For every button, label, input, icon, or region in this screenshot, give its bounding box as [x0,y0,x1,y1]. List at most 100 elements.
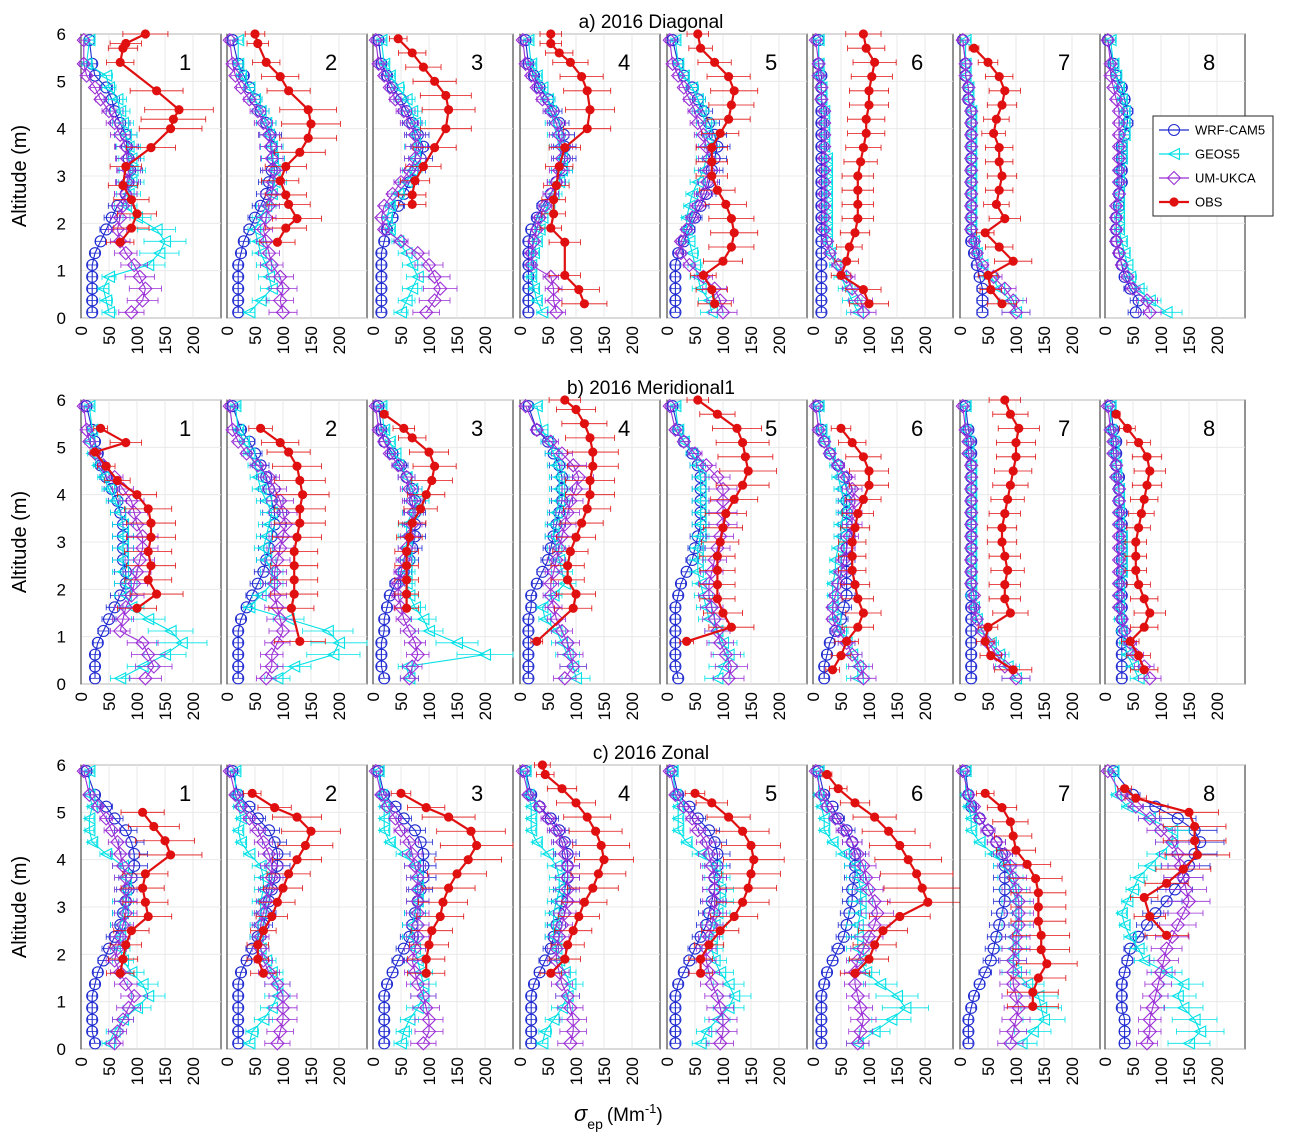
um-marker [1108,198,1124,214]
geos-marker [231,57,245,71]
obs-marker [841,256,852,266]
um-marker [250,103,266,119]
um-marker [816,115,832,131]
obs-marker [994,157,1004,167]
geos-marker [113,671,127,685]
um-marker [961,80,976,95]
obs-marker [427,475,437,486]
wrf-marker [86,306,99,319]
obs-marker [289,575,299,585]
um-marker [690,115,706,131]
um-marker [1114,257,1130,273]
y-tick-label: 3 [57,167,66,186]
obs-marker [560,237,570,247]
x-tick-label: 50 [100,692,119,711]
panel: 0 50 100 150 200 2 [218,29,368,354]
um-marker [371,56,386,72]
obs-marker [292,461,302,471]
um-marker [396,611,412,627]
um-marker [119,174,135,190]
obs-marker [715,537,725,547]
wrf-marker [522,613,535,626]
um-marker [963,198,979,214]
obs-marker [401,603,412,613]
um-marker [816,139,832,154]
obs-marker [118,180,128,191]
x-tick-label: 100 [128,326,147,354]
panel-number: 6 [911,50,923,75]
um-marker [811,68,826,83]
x-tick-label: 0 [658,692,677,701]
um-marker [698,458,714,473]
x-tick-label: 0 [804,326,823,335]
wrf-marker [234,613,248,626]
um-marker [704,600,720,615]
um-marker [118,245,134,261]
x-tick-label: 100 [274,326,293,354]
geos-marker [811,33,825,47]
obs-marker [132,490,142,500]
geos-marker [679,223,693,236]
geos-marker [691,541,704,555]
um-marker [1106,80,1121,95]
obs-marker [997,299,1007,309]
um-marker [101,103,117,119]
geos-marker [102,270,116,284]
um-marker [368,398,384,414]
x-tick-label: 0 [511,326,530,335]
obs-marker [399,423,409,433]
obs-marker [988,128,999,138]
obs-marker [168,114,178,124]
panel: 0 50 100 150 200 3 [364,398,514,720]
obs-marker [401,589,412,599]
um-marker [382,446,398,461]
um-marker [124,588,139,603]
um-marker [724,659,739,674]
x-tick-label: 0 [364,692,383,701]
um-marker [1111,163,1127,178]
geos-marker [394,305,408,319]
obs-marker [250,29,260,39]
um-marker [407,635,423,651]
y-tick-label: 2 [57,580,66,599]
um-marker [404,493,420,509]
um-marker [963,186,979,202]
um-marker [712,293,728,308]
geos-marker [530,69,543,83]
geos-marker [693,506,707,520]
um-marker [546,564,561,580]
obs-marker [548,209,559,219]
um-marker [557,517,573,532]
obs-marker [404,532,414,542]
x-tick-label: 50 [392,326,411,345]
obs-marker [585,433,595,443]
x-tick-label: 50 [686,326,705,345]
x-tick-label: 200 [623,326,642,354]
obs-marker [393,34,403,44]
um-marker [819,234,835,249]
wrf-marker [378,613,391,626]
obs-marker [861,43,871,53]
wrf-marker [232,294,245,307]
obs-marker [275,437,285,448]
obs-marker [554,161,564,172]
obs-marker [424,447,434,457]
um-marker [1125,281,1141,296]
x-tick-label: 0 [72,692,91,701]
geos-marker [242,305,256,319]
obs-marker [295,636,305,647]
geos-marker [546,589,560,602]
obs-marker [867,72,877,82]
geos-marker [668,33,682,47]
um-marker [557,671,573,686]
obs-marker [588,461,598,471]
x-tick-label: 150 [1035,326,1054,354]
um-marker [399,469,414,485]
um-marker [110,222,125,237]
geos-marker [823,447,836,460]
geos-marker [1159,305,1173,319]
obs-marker [994,72,1004,82]
obs-marker [146,518,156,528]
geos-marker [1115,92,1128,106]
um-marker [376,434,392,449]
